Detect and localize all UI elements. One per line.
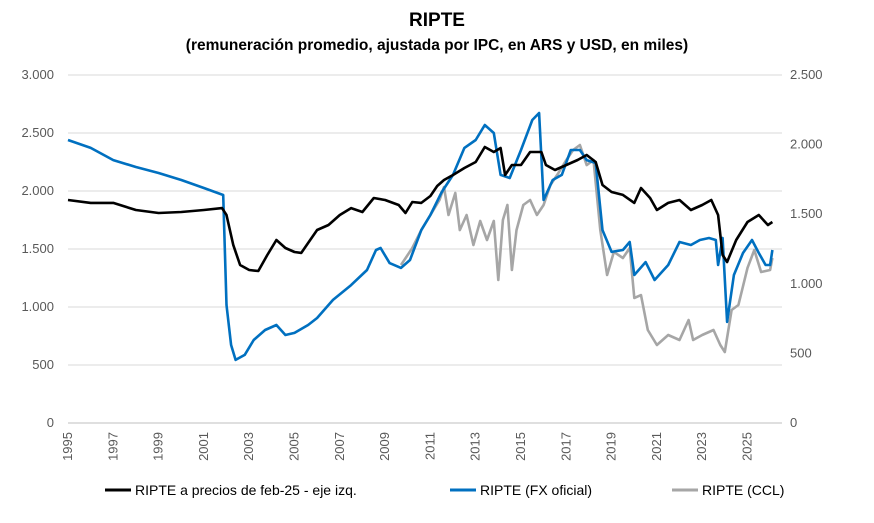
y-right-tick-label: 2.500 [790,67,823,82]
x-tick-label: 2021 [649,432,664,461]
series-line-2 [67,111,774,362]
x-tick-label: 2019 [604,432,619,461]
y-right-tick-label: 1.000 [790,276,823,291]
y-left-tick-label: 2.000 [21,183,54,198]
y-left-tick-label: 1.000 [21,299,54,314]
x-tick-label: 1997 [105,432,120,461]
x-tick-label: 2003 [241,432,256,461]
x-tick-label: 2025 [740,432,755,461]
series-line-1 [67,145,774,273]
y-right-tick-label: 500 [790,345,812,360]
chart-subtitle: (remuneración promedio, ajustada por IPC… [185,37,689,54]
x-tick-label: 1999 [151,432,166,461]
y-left-tick-label: 0 [47,415,54,430]
y-left-tick-label: 3.000 [21,67,54,82]
y-right-tick-label: 0 [790,415,797,430]
legend-label: RIPTE (CCL) [702,482,784,498]
legend-label: RIPTE a precios de feb-25 - eje izq. [135,482,357,498]
y-left-tick-label: 500 [32,357,54,372]
x-tick-label: 1995 [60,432,75,461]
legend-label: RIPTE (FX oficial) [480,482,592,498]
x-tick-label: 2007 [332,432,347,461]
chart-title: RIPTE [409,10,465,31]
x-tick-label: 2015 [513,432,528,461]
y-right-tick-label: 1.500 [790,206,823,221]
y-left-tick-label: 2.500 [21,125,54,140]
y-left-tick-label: 1.500 [21,241,54,256]
x-tick-label: 2001 [196,432,211,461]
x-tick-label: 2011 [422,432,437,460]
series-line-3 [399,143,774,354]
x-tick-label: 2023 [694,432,709,461]
x-tick-label: 2017 [558,432,573,461]
y-right-tick-label: 2.000 [790,137,823,152]
x-tick-label: 2009 [377,432,392,461]
x-tick-label: 2005 [287,432,302,461]
x-tick-label: 2013 [468,432,483,461]
